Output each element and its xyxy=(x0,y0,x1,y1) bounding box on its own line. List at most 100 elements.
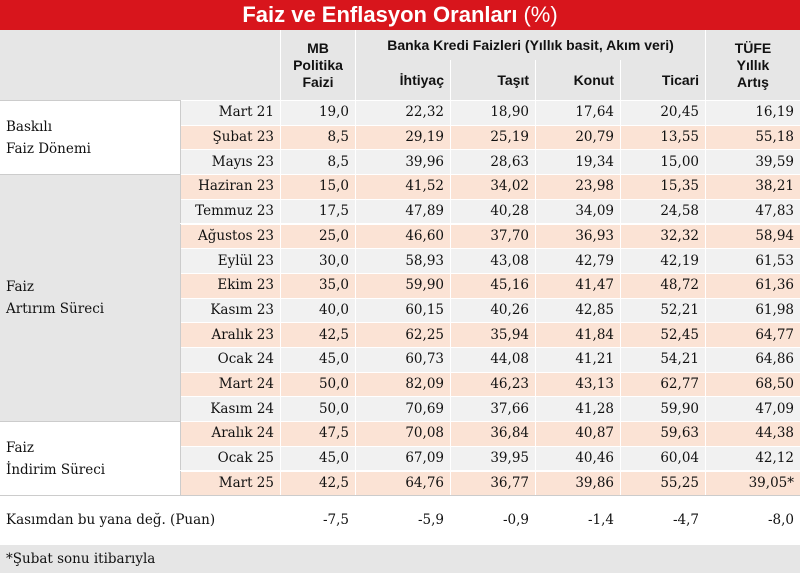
cell: 16,19 xyxy=(705,100,800,125)
value: 16,19 xyxy=(755,104,794,121)
cell: 34,02 xyxy=(450,174,535,199)
value: 62,25 xyxy=(405,326,444,343)
row-bg xyxy=(180,198,800,224)
date: Mart 25 xyxy=(218,474,274,491)
value: 40,46 xyxy=(575,450,614,467)
value: 13,55 xyxy=(660,129,699,146)
title-unit: (%) xyxy=(523,2,558,27)
row-bg xyxy=(180,322,800,347)
cell: 41,84 xyxy=(535,322,620,347)
date: Kasım 23 xyxy=(210,301,274,318)
date: Aralık 24 xyxy=(211,425,274,442)
cell: 23,98 xyxy=(535,174,620,199)
cell: 44,08 xyxy=(450,347,535,372)
column-header: Konut xyxy=(535,60,620,100)
value: 39,86 xyxy=(575,474,614,491)
value: 30,0 xyxy=(318,252,349,269)
date: Mayıs 23 xyxy=(211,153,274,170)
cell: 47,89 xyxy=(355,198,450,224)
cell: 62,25 xyxy=(355,322,450,347)
value: 68,50 xyxy=(755,376,794,393)
value: 50,0 xyxy=(318,376,349,393)
date: Temmuz 23 xyxy=(195,203,274,220)
group-label: Faiz İndirim Süreci xyxy=(0,421,180,496)
footnote-text: *Şubat sonu itibarıyla xyxy=(6,551,156,567)
cell: 35,0 xyxy=(280,272,355,298)
value: 19,0 xyxy=(318,104,349,121)
cell: 61,53 xyxy=(705,248,800,273)
cell: 39,95 xyxy=(450,445,535,471)
cell: 59,90 xyxy=(620,396,705,422)
value: 43,08 xyxy=(490,252,529,269)
row-date: Ağustos 23 xyxy=(180,223,280,249)
date: Mart 21 xyxy=(218,104,274,121)
cell: 50,0 xyxy=(280,371,355,397)
cell: 70,08 xyxy=(355,421,450,446)
row-bg xyxy=(180,297,800,323)
cell: 68,50 xyxy=(705,371,800,397)
value: 39,96 xyxy=(405,153,444,170)
cell: 8,5 xyxy=(280,124,355,150)
cell: 42,79 xyxy=(535,248,620,273)
cell: 60,73 xyxy=(355,347,450,372)
group-label-line: Faiz xyxy=(6,279,34,296)
value: 22,32 xyxy=(405,104,444,121)
date: Mart 24 xyxy=(218,376,274,393)
cell: 42,19 xyxy=(620,248,705,273)
value: 40,28 xyxy=(490,203,529,220)
cell: 47,83 xyxy=(705,198,800,224)
value: 35,94 xyxy=(490,326,529,343)
group-label: Baskılı Faiz Dönemi xyxy=(0,100,180,175)
row-date: Mart 21 xyxy=(180,100,280,125)
summary-cell: -7,5 xyxy=(280,495,355,545)
row-bg xyxy=(180,272,800,298)
cell: 42,12 xyxy=(705,445,800,471)
date: Haziran 23 xyxy=(198,178,274,195)
summary-bg xyxy=(0,495,800,545)
cell: 28,63 xyxy=(450,149,535,175)
cell: 19,0 xyxy=(280,100,355,125)
value: 47,89 xyxy=(405,203,444,220)
group-label-line: Faiz xyxy=(6,439,34,456)
value: 45,16 xyxy=(490,277,529,294)
cell: 82,09 xyxy=(355,371,450,397)
value: 39,05* xyxy=(748,474,794,491)
tufe-header-line: TÜFE xyxy=(734,39,772,56)
mb-header: MB Politika Faizi xyxy=(280,30,355,100)
cell: 40,0 xyxy=(280,297,355,323)
row-date: Haziran 23 xyxy=(180,174,280,199)
cell: 36,77 xyxy=(450,470,535,496)
value: 41,28 xyxy=(575,400,614,417)
value: 61,36 xyxy=(755,277,794,294)
row-bg xyxy=(180,347,800,372)
cell: 50,0 xyxy=(280,396,355,422)
value: 55,25 xyxy=(660,474,699,491)
row-bg xyxy=(180,470,800,496)
cell: 42,5 xyxy=(280,470,355,496)
value: 70,69 xyxy=(405,400,444,417)
cell: 19,34 xyxy=(535,149,620,175)
cell: 15,00 xyxy=(620,149,705,175)
cell: 61,98 xyxy=(705,297,800,323)
cell: 52,45 xyxy=(620,322,705,347)
value: 32,32 xyxy=(660,227,699,244)
row-bg xyxy=(180,396,800,422)
value: 15,00 xyxy=(660,153,699,170)
column-header: İhtiyaç xyxy=(355,60,450,100)
row-bg xyxy=(180,223,800,249)
value: 47,5 xyxy=(318,425,349,442)
row-bg xyxy=(180,371,800,397)
value: 64,86 xyxy=(755,351,794,368)
cell: 70,69 xyxy=(355,396,450,422)
value: 40,0 xyxy=(318,301,349,318)
cell: 45,0 xyxy=(280,347,355,372)
row-bg xyxy=(180,445,800,471)
group-label-line: İndirim Süreci xyxy=(6,461,106,478)
cell: 20,79 xyxy=(535,124,620,150)
row-bg xyxy=(180,149,800,175)
cell: 29,19 xyxy=(355,124,450,150)
value: 41,21 xyxy=(575,351,614,368)
value: 20,45 xyxy=(660,104,699,121)
cell: 52,21 xyxy=(620,297,705,323)
